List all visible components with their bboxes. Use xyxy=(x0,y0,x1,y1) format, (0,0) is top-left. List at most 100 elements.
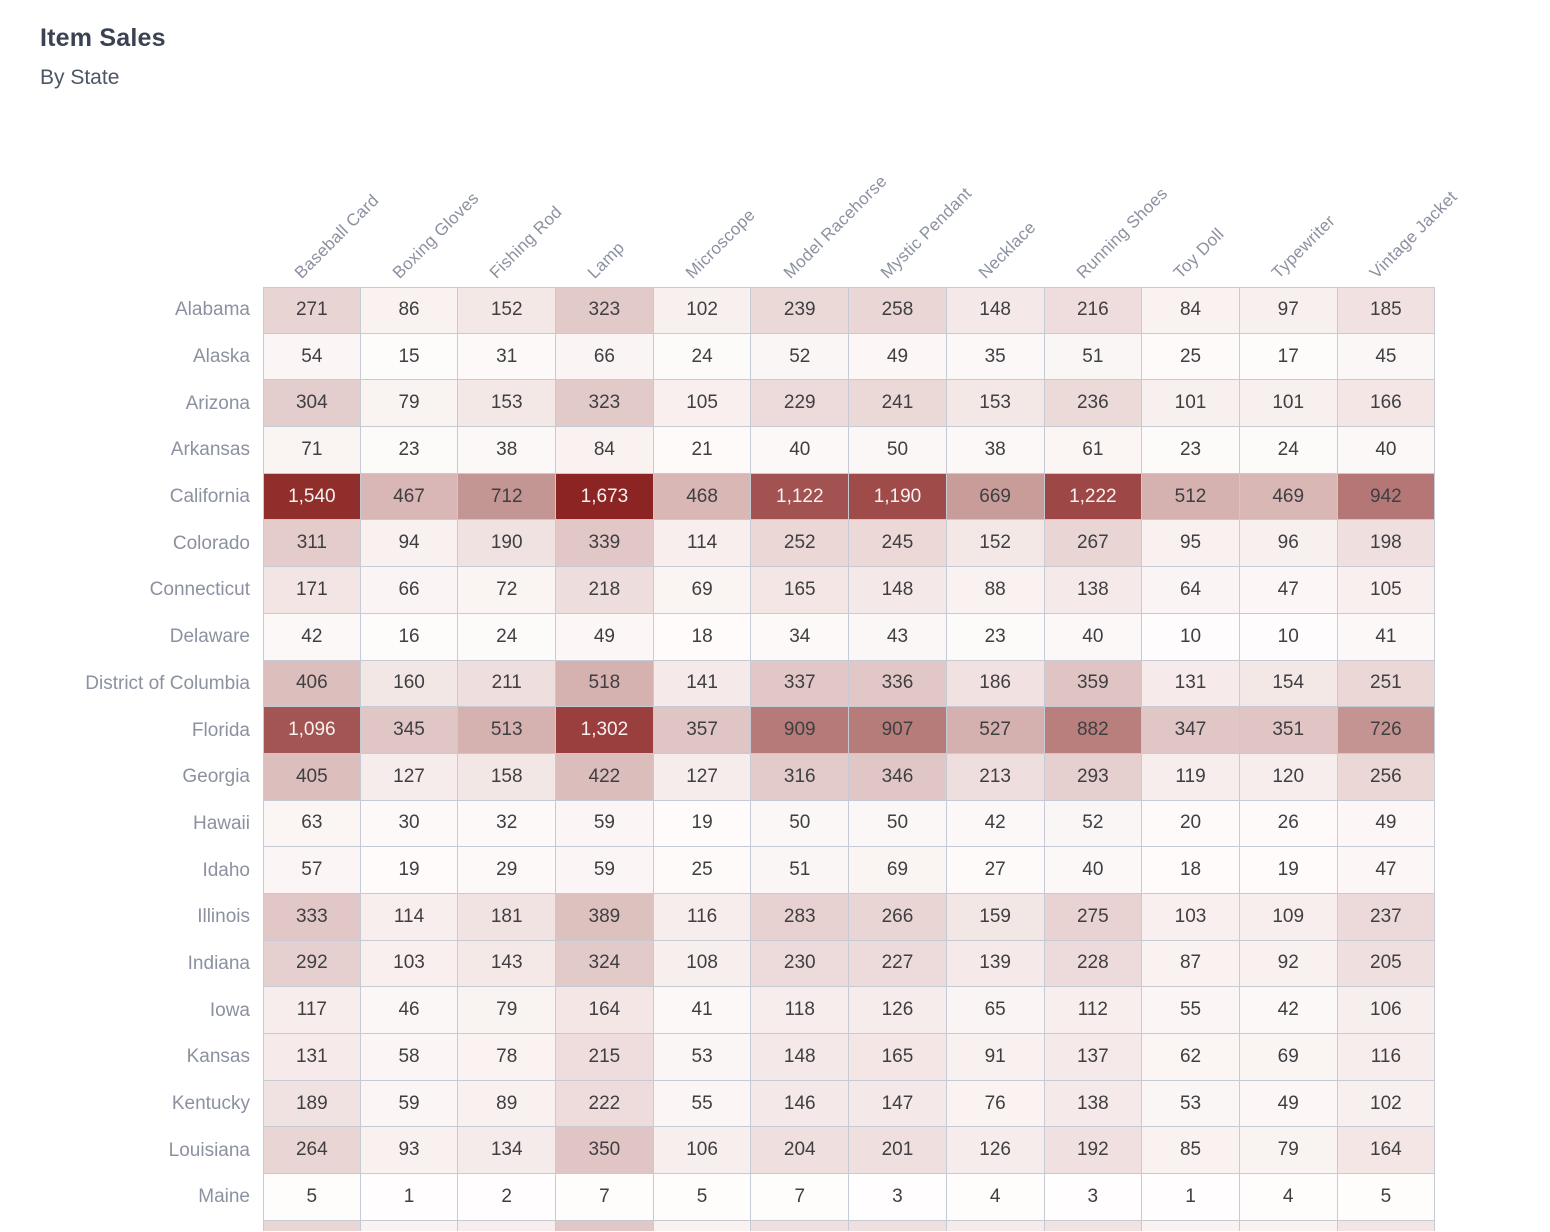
row-label-maine[interactable]: Maine xyxy=(198,1186,250,1208)
heatmap-cell[interactable]: 271 xyxy=(263,287,361,334)
heatmap-cell[interactable]: 227 xyxy=(849,940,947,988)
heatmap-cell-partial[interactable] xyxy=(653,1220,752,1231)
heatmap-cell[interactable]: 53 xyxy=(653,1034,752,1081)
heatmap-cell[interactable]: 215 xyxy=(556,1034,654,1081)
heatmap-cell[interactable]: 198 xyxy=(1337,520,1436,568)
heatmap-cell[interactable]: 216 xyxy=(1044,287,1143,334)
heatmap-cell[interactable]: 324 xyxy=(556,940,654,988)
row-label-kentucky[interactable]: Kentucky xyxy=(171,1093,250,1115)
column-header-mystic-pendant[interactable]: Mystic Pendant xyxy=(877,183,976,283)
heatmap-cell[interactable]: 54 xyxy=(263,333,361,381)
heatmap-cell[interactable]: 69 xyxy=(1239,1034,1338,1081)
heatmap-cell[interactable]: 19 xyxy=(360,847,459,894)
heatmap-cell[interactable]: 103 xyxy=(360,940,459,988)
heatmap-cell[interactable]: 1,122 xyxy=(751,473,850,521)
heatmap-cell[interactable]: 40 xyxy=(1044,847,1143,894)
heatmap-cell-partial[interactable] xyxy=(263,1220,361,1231)
heatmap-cell[interactable]: 159 xyxy=(946,893,1045,941)
heatmap-cell[interactable]: 230 xyxy=(751,940,850,988)
heatmap-cell[interactable]: 323 xyxy=(556,380,654,428)
heatmap-cell[interactable]: 53 xyxy=(1142,1080,1240,1128)
heatmap-cell[interactable]: 165 xyxy=(751,567,850,614)
heatmap-cell[interactable]: 171 xyxy=(263,567,361,614)
heatmap-cell[interactable]: 102 xyxy=(653,287,752,334)
heatmap-cell[interactable]: 2 xyxy=(458,1174,557,1221)
column-header-lamp[interactable]: Lamp xyxy=(583,237,629,283)
heatmap-cell[interactable]: 101 xyxy=(1239,380,1338,428)
heatmap-cell[interactable]: 87 xyxy=(1142,940,1240,988)
row-label-georgia[interactable]: Georgia xyxy=(182,766,250,788)
heatmap-cell[interactable]: 389 xyxy=(556,893,654,941)
heatmap-cell[interactable]: 43 xyxy=(849,613,947,661)
heatmap-cell[interactable]: 127 xyxy=(360,753,459,801)
heatmap-cell[interactable]: 942 xyxy=(1337,473,1436,521)
heatmap-cell[interactable]: 205 xyxy=(1337,940,1436,988)
heatmap-cell[interactable]: 292 xyxy=(263,940,361,988)
heatmap-cell[interactable]: 137 xyxy=(1044,1034,1143,1081)
heatmap-cell[interactable]: 49 xyxy=(556,613,654,661)
heatmap-cell[interactable]: 357 xyxy=(653,707,752,754)
heatmap-cell[interactable]: 46 xyxy=(360,987,459,1034)
heatmap-cell[interactable]: 24 xyxy=(1239,427,1338,474)
heatmap-cell-partial[interactable] xyxy=(556,1220,654,1231)
heatmap-cell[interactable]: 5 xyxy=(653,1174,752,1221)
heatmap-cell[interactable]: 222 xyxy=(556,1080,654,1128)
heatmap-cell[interactable]: 85 xyxy=(1142,1127,1240,1175)
column-header-toy-doll[interactable]: Toy Doll xyxy=(1170,224,1229,283)
heatmap-cell[interactable]: 40 xyxy=(1337,427,1436,474)
heatmap-cell[interactable]: 213 xyxy=(946,753,1045,801)
heatmap-cell[interactable]: 148 xyxy=(849,567,947,614)
heatmap-cell[interactable]: 112 xyxy=(1044,987,1143,1034)
heatmap-cell[interactable]: 55 xyxy=(653,1080,752,1128)
heatmap-cell[interactable]: 152 xyxy=(946,520,1045,568)
row-label-idaho[interactable]: Idaho xyxy=(202,859,250,881)
heatmap-cell[interactable]: 467 xyxy=(360,473,459,521)
row-label-florida[interactable]: Florida xyxy=(191,719,250,741)
heatmap-cell[interactable]: 5 xyxy=(1337,1174,1436,1221)
heatmap-cell[interactable]: 3 xyxy=(1044,1174,1143,1221)
column-header-typewriter[interactable]: Typewriter xyxy=(1267,211,1339,283)
heatmap-cell[interactable]: 726 xyxy=(1337,707,1436,754)
heatmap-cell[interactable]: 71 xyxy=(263,427,361,474)
heatmap-cell[interactable]: 18 xyxy=(653,613,752,661)
heatmap-cell[interactable]: 23 xyxy=(360,427,459,474)
heatmap-cell[interactable]: 882 xyxy=(1044,707,1143,754)
heatmap-cell[interactable]: 229 xyxy=(751,380,850,428)
heatmap-cell[interactable]: 116 xyxy=(1337,1034,1436,1081)
heatmap-cell[interactable]: 17 xyxy=(1239,333,1338,381)
heatmap-cell[interactable]: 52 xyxy=(1044,800,1143,848)
heatmap-cell[interactable]: 106 xyxy=(1337,987,1436,1034)
row-label-illinois[interactable]: Illinois xyxy=(197,906,250,928)
heatmap-cell[interactable]: 120 xyxy=(1239,753,1338,801)
heatmap-cell[interactable]: 15 xyxy=(360,333,459,381)
heatmap-cell[interactable]: 347 xyxy=(1142,707,1240,754)
heatmap-cell[interactable]: 469 xyxy=(1239,473,1338,521)
heatmap-cell[interactable]: 359 xyxy=(1044,660,1143,708)
heatmap-cell[interactable]: 78 xyxy=(458,1034,557,1081)
heatmap-cell[interactable]: 1 xyxy=(360,1174,459,1221)
heatmap-cell[interactable]: 105 xyxy=(1337,567,1436,614)
heatmap-cell[interactable]: 92 xyxy=(1239,940,1338,988)
heatmap-cell-partial[interactable] xyxy=(849,1220,947,1231)
heatmap-cell[interactable]: 31 xyxy=(458,333,557,381)
heatmap-cell[interactable]: 4 xyxy=(946,1174,1045,1221)
row-label-hawaii[interactable]: Hawaii xyxy=(192,812,250,834)
heatmap-cell[interactable]: 91 xyxy=(946,1034,1045,1081)
heatmap-cell[interactable]: 16 xyxy=(360,613,459,661)
heatmap-cell[interactable]: 76 xyxy=(946,1080,1045,1128)
heatmap-cell[interactable]: 1,096 xyxy=(263,707,361,754)
heatmap-cell[interactable]: 79 xyxy=(360,380,459,428)
heatmap-cell[interactable]: 58 xyxy=(360,1034,459,1081)
heatmap-cell[interactable]: 304 xyxy=(263,380,361,428)
heatmap-cell[interactable]: 69 xyxy=(653,567,752,614)
heatmap-cell[interactable]: 192 xyxy=(1044,1127,1143,1175)
row-label-connecticut[interactable]: Connecticut xyxy=(149,579,250,601)
heatmap-cell[interactable]: 114 xyxy=(360,893,459,941)
heatmap-cell[interactable]: 148 xyxy=(751,1034,850,1081)
heatmap-cell[interactable]: 406 xyxy=(263,660,361,708)
heatmap-cell[interactable]: 23 xyxy=(946,613,1045,661)
heatmap-cell[interactable]: 1,302 xyxy=(556,707,654,754)
heatmap-cell[interactable]: 35 xyxy=(946,333,1045,381)
heatmap-cell-partial[interactable] xyxy=(751,1220,850,1231)
heatmap-cell[interactable]: 512 xyxy=(1142,473,1240,521)
